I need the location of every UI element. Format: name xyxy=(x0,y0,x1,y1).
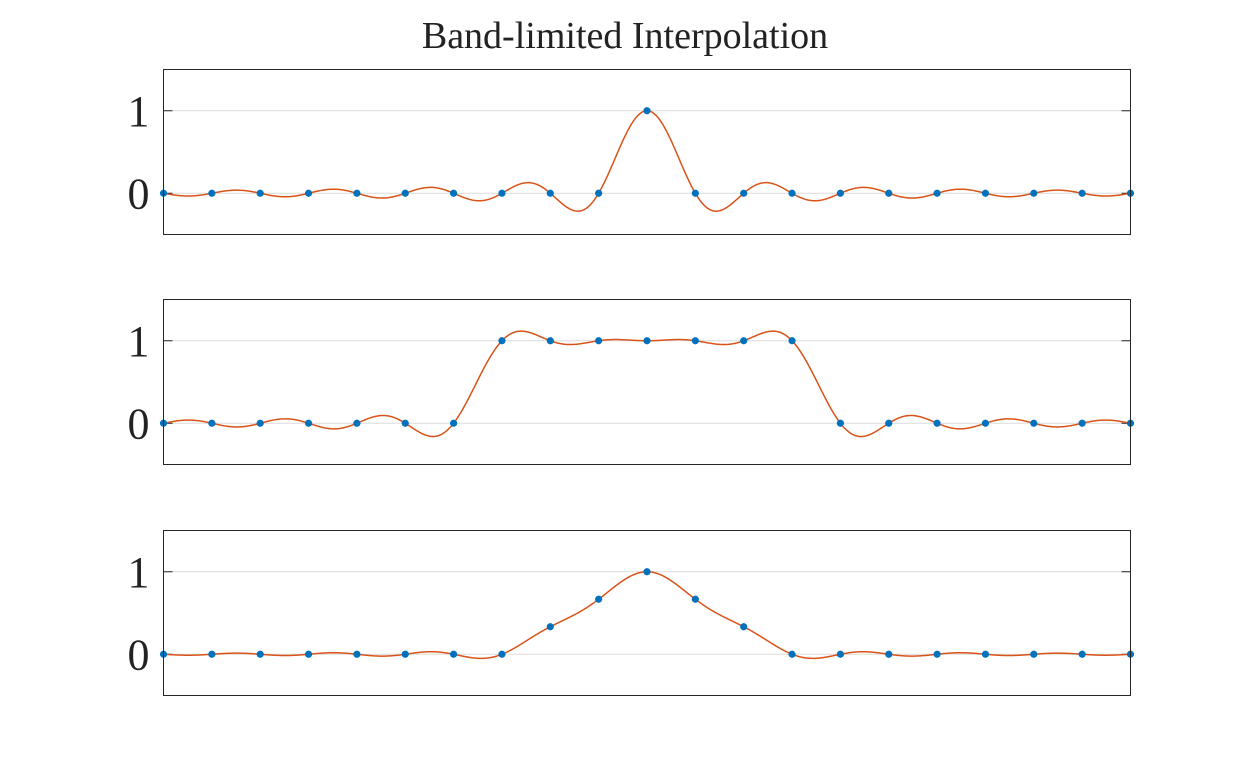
subplot-delta: 01 xyxy=(128,69,1135,235)
sample-point xyxy=(450,189,458,197)
sample-point xyxy=(981,189,990,197)
sample-point xyxy=(401,650,409,658)
sample-point xyxy=(304,650,313,658)
sample-point xyxy=(401,419,409,427)
sample-point xyxy=(353,189,361,197)
sample-point xyxy=(836,650,845,658)
sample-point xyxy=(981,650,990,658)
sample-point xyxy=(1078,419,1086,427)
sample-point xyxy=(595,337,603,345)
sample-point xyxy=(933,189,941,197)
sample-point xyxy=(836,189,845,197)
sample-point xyxy=(981,419,990,427)
sample-point xyxy=(208,650,216,658)
sample-point xyxy=(256,189,264,197)
y-tick-label: 1 xyxy=(128,317,150,366)
sample-point xyxy=(208,419,216,427)
sample-point xyxy=(933,650,941,658)
subplot-square-wave: 01 xyxy=(128,299,1135,465)
sample-point xyxy=(740,189,748,197)
sample-point xyxy=(353,419,361,427)
axes-frame xyxy=(163,299,1131,465)
sample-point xyxy=(885,650,893,658)
subplot-hat-function: 01 xyxy=(128,530,1135,696)
axes-frame xyxy=(163,530,1131,696)
sample-point xyxy=(595,595,603,603)
sample-point xyxy=(498,337,506,345)
sample-point xyxy=(885,419,893,427)
sample-point xyxy=(256,650,264,658)
y-tick-label: 1 xyxy=(128,87,150,136)
sample-point xyxy=(836,419,845,427)
sample-point xyxy=(643,568,651,576)
chart-title: Band-limited Interpolation xyxy=(422,15,828,57)
y-tick-label: 1 xyxy=(128,548,150,597)
sample-point xyxy=(1078,189,1086,197)
y-tick-label: 0 xyxy=(128,399,150,448)
sample-point xyxy=(788,337,796,345)
sample-point xyxy=(546,337,554,345)
y-tick-label: 0 xyxy=(128,630,150,679)
sample-point xyxy=(546,623,554,631)
sample-point xyxy=(691,337,699,345)
sample-point xyxy=(788,650,796,658)
sample-point xyxy=(256,419,264,427)
sample-point xyxy=(933,419,941,427)
sample-point xyxy=(546,189,554,197)
sample-point xyxy=(450,650,458,658)
sample-point xyxy=(740,337,748,345)
sample-point xyxy=(1030,189,1038,197)
sample-point xyxy=(643,337,651,345)
sample-point xyxy=(353,650,361,658)
sample-point xyxy=(595,189,603,197)
sample-point xyxy=(643,107,651,115)
sample-point xyxy=(691,595,699,603)
sample-point xyxy=(691,189,699,197)
sample-point xyxy=(788,189,796,197)
sample-point xyxy=(304,419,313,427)
sample-point xyxy=(1030,650,1038,658)
sample-point xyxy=(740,623,748,631)
y-tick-label: 0 xyxy=(128,169,150,218)
sample-point xyxy=(304,189,313,197)
sample-point xyxy=(498,189,506,197)
sample-point xyxy=(498,650,506,658)
sample-point xyxy=(208,189,216,197)
sample-point xyxy=(401,189,409,197)
sample-point xyxy=(450,419,458,427)
interpolant-line xyxy=(163,571,1131,660)
axes-frame xyxy=(163,69,1131,235)
sample-point xyxy=(885,189,893,197)
sample-point xyxy=(1078,650,1086,658)
sample-point xyxy=(1030,419,1038,427)
